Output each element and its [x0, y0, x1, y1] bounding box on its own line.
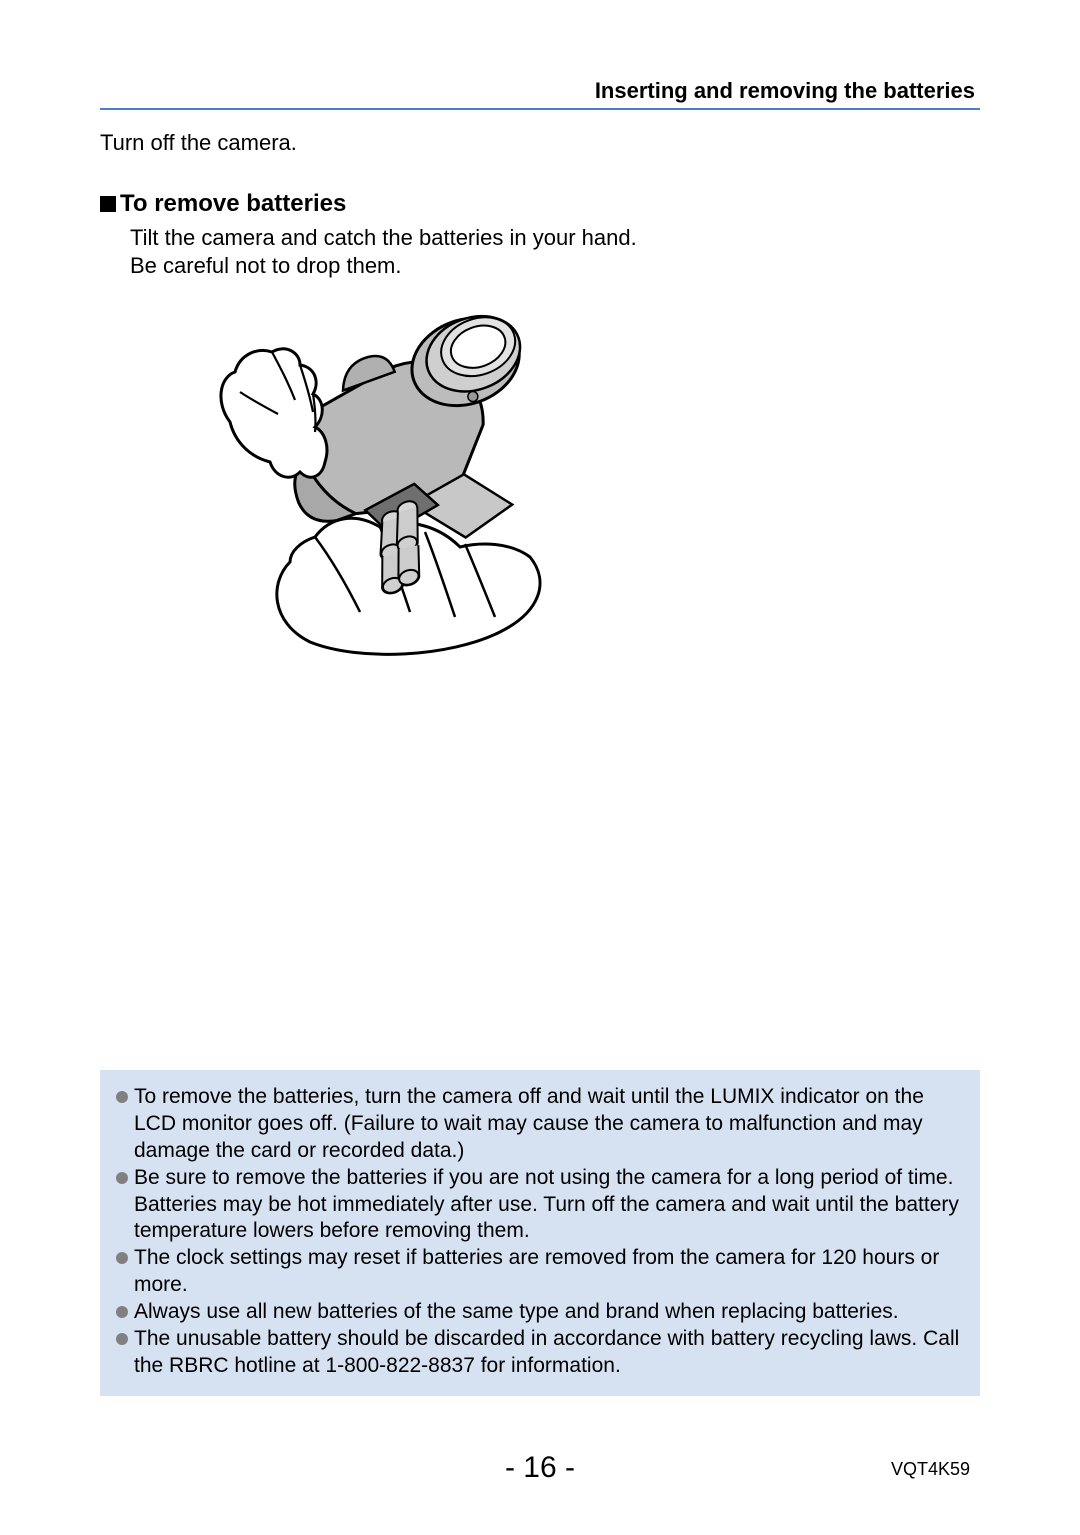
section-body: Tilt the camera and catch the batteries …: [130, 224, 970, 279]
note-item: Always use all new batteries of the same…: [116, 1299, 964, 1326]
bullet-icon: [116, 1306, 128, 1318]
note-text: To remove the batteries, turn the camera…: [134, 1084, 964, 1165]
note-item: The unusable battery should be discarded…: [116, 1326, 964, 1380]
note-item: The clock settings may reset if batterie…: [116, 1245, 964, 1299]
doc-code: VQT4K59: [891, 1459, 970, 1480]
intro-text: Turn off the camera.: [100, 130, 297, 156]
camera-battery-removal-illustration: [180, 282, 600, 662]
note-item: To remove the batteries, turn the camera…: [116, 1084, 964, 1165]
note-text: The unusable battery should be discarded…: [134, 1326, 964, 1380]
section-heading: To remove batteries: [100, 190, 346, 218]
note-item: Be sure to remove the batteries if you a…: [116, 1165, 964, 1246]
section-body-line: Tilt the camera and catch the batteries …: [130, 224, 970, 252]
section-heading-text: To remove batteries: [120, 190, 346, 217]
square-bullet-icon: [100, 196, 116, 212]
note-text: Be sure to remove the batteries if you a…: [134, 1165, 964, 1246]
bullet-icon: [116, 1091, 128, 1103]
note-text: Always use all new batteries of the same…: [134, 1299, 964, 1326]
header-rule: [100, 108, 980, 110]
bullet-icon: [116, 1333, 128, 1345]
page-header-title: Inserting and removing the batteries: [595, 78, 975, 104]
section-body-line: Be careful not to drop them.: [130, 252, 970, 280]
bullet-icon: [116, 1252, 128, 1264]
notes-box: To remove the batteries, turn the camera…: [100, 1070, 980, 1396]
manual-page: Inserting and removing the batteries Tur…: [0, 0, 1080, 1535]
note-text: The clock settings may reset if batterie…: [134, 1245, 964, 1299]
bullet-icon: [116, 1172, 128, 1184]
